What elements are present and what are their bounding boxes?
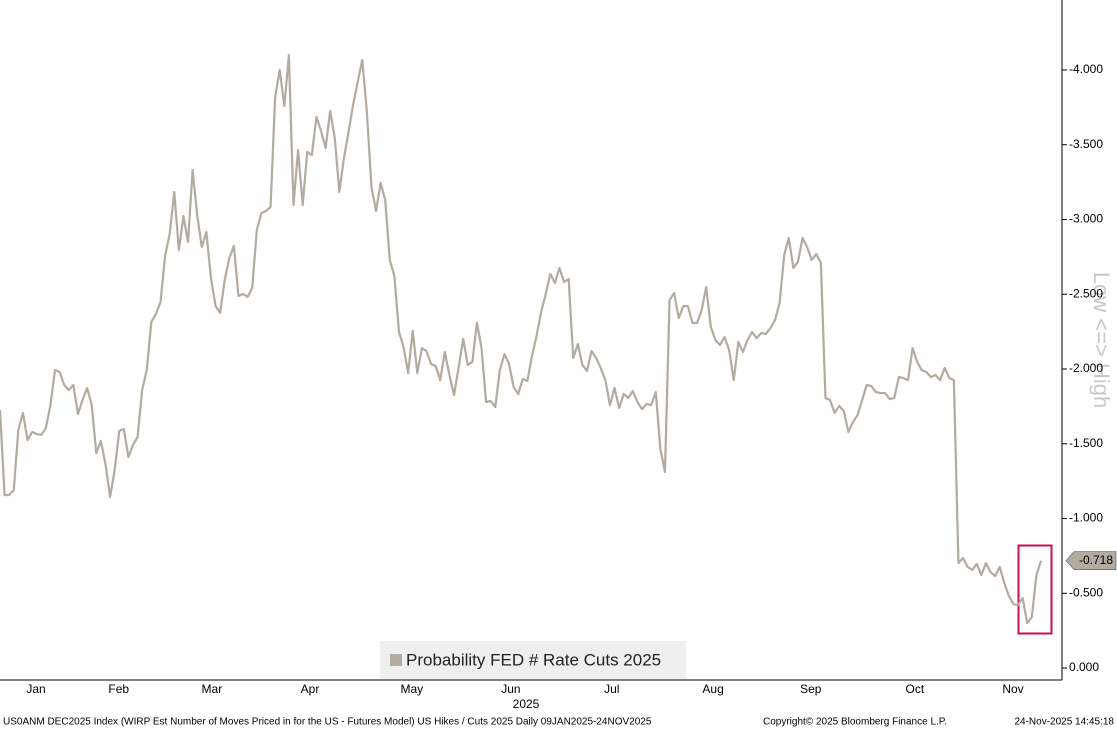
last-value-label: -0.718 xyxy=(1079,553,1113,567)
x-tick-label: Jan xyxy=(26,682,45,696)
y-tick-label: -2.000 xyxy=(1069,361,1103,375)
footer-timestamp: 24-Nov-2025 14:45:18 xyxy=(1014,717,1114,728)
x-tick-label: Sep xyxy=(800,682,822,696)
legend-label: Probability FED # Rate Cuts 2025 xyxy=(406,650,661,669)
x-tick-label: Oct xyxy=(906,682,925,696)
footer-source: US0ANM DEC2025 Index (WIRP Est Number of… xyxy=(3,717,652,728)
y-tick-label: -1.500 xyxy=(1069,436,1103,450)
x-tick-label: May xyxy=(400,682,423,696)
highlight-box xyxy=(1017,544,1053,635)
x-tick-label: Nov xyxy=(1002,682,1023,696)
last-value-tag xyxy=(1065,551,1117,570)
legend-box xyxy=(380,641,686,679)
axis-label: Low <=> High xyxy=(1089,272,1114,408)
x-tick-label: Aug xyxy=(702,682,723,696)
x-tick-label: Feb xyxy=(108,682,129,696)
x-tick-label: Jul xyxy=(604,682,619,696)
y-tick-label: 0.000 xyxy=(1069,660,1099,674)
data-line xyxy=(0,53,1043,625)
y-tick-label: -3.000 xyxy=(1069,212,1103,226)
y-tick-label: -3.500 xyxy=(1069,137,1103,151)
x-tick-label: Mar xyxy=(202,682,223,696)
y-tick-label: -0.500 xyxy=(1069,585,1103,599)
x-tick-label: Apr xyxy=(301,682,320,696)
legend-swatch xyxy=(390,654,402,666)
x-axis-title: 2025 xyxy=(513,697,540,711)
y-tick-label: -4.000 xyxy=(1069,62,1103,76)
footer-copyright: Copyright© 2025 Bloomberg Finance L.P. xyxy=(763,717,947,728)
y-tick-label: -1.000 xyxy=(1069,511,1103,525)
y-tick-label: -2.500 xyxy=(1069,286,1103,300)
x-tick-label: Jun xyxy=(501,682,520,696)
